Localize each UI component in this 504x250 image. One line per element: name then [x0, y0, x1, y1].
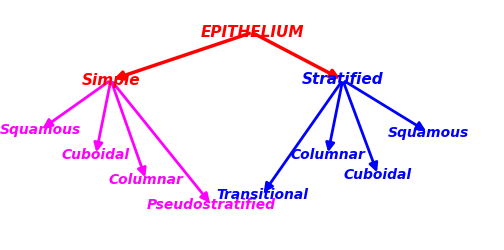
- Text: Stratified: Stratified: [302, 72, 384, 88]
- Text: Simple: Simple: [82, 72, 140, 88]
- Text: Columnar: Columnar: [109, 173, 183, 187]
- Text: Cuboidal: Cuboidal: [344, 168, 412, 182]
- Text: Transitional: Transitional: [216, 188, 308, 202]
- Text: Pseudostratified: Pseudostratified: [147, 198, 276, 212]
- Text: Squamous: Squamous: [0, 123, 81, 137]
- Text: Columnar: Columnar: [290, 148, 365, 162]
- Text: Squamous: Squamous: [388, 126, 469, 140]
- Text: Cuboidal: Cuboidal: [61, 148, 130, 162]
- Text: EPITHELIUM: EPITHELIUM: [200, 25, 304, 40]
